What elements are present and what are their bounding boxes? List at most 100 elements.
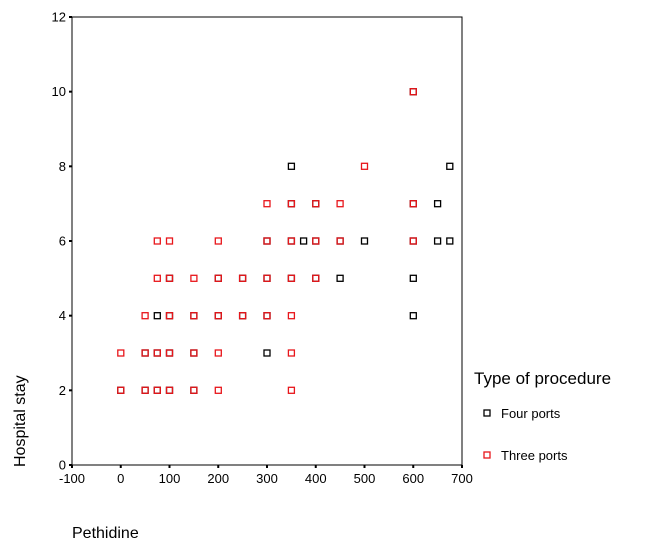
point-four-ports	[153, 312, 161, 320]
y-tick-label: 6	[59, 234, 66, 249]
point-three-ports	[336, 200, 344, 208]
point-three-ports	[312, 274, 320, 282]
point-three-ports	[287, 237, 296, 245]
point-four-ports	[287, 162, 296, 170]
point-three-ports	[214, 274, 222, 282]
point-four-ports	[263, 312, 271, 320]
x-tick-label: 200	[207, 471, 229, 486]
point-three-ports	[165, 349, 174, 357]
point-four-ports	[165, 312, 174, 320]
point-four-ports	[409, 200, 417, 208]
y-tick-label: 8	[59, 159, 66, 174]
point-three-ports	[165, 237, 174, 245]
point-four-ports	[409, 237, 417, 245]
point-four-ports	[263, 274, 271, 282]
point-four-ports	[287, 237, 296, 245]
x-axis-title: Pethidine	[72, 525, 139, 542]
point-four-ports	[299, 237, 308, 245]
point-four-ports	[433, 237, 442, 245]
point-three-ports	[190, 349, 198, 357]
legend-title: Type of procedure	[474, 369, 611, 388]
point-four-ports	[141, 386, 149, 394]
point-four-ports	[165, 386, 174, 394]
point-four-ports	[190, 349, 198, 357]
x-axis-ticks: -100 0 100 200 300 400 500 600 700	[59, 465, 473, 486]
y-tick-label: 10	[52, 84, 66, 99]
point-four-ports	[409, 312, 417, 320]
y-tick-label: 4	[59, 308, 66, 323]
point-three-ports	[190, 386, 198, 394]
y-tick-label: 2	[59, 383, 66, 398]
data-points	[117, 88, 454, 394]
point-four-ports	[312, 237, 320, 245]
point-three-ports	[287, 200, 296, 208]
point-three-ports	[141, 312, 149, 320]
x-tick-label: -100	[59, 471, 85, 486]
point-four-ports	[165, 274, 174, 282]
x-tick-label: 300	[256, 471, 278, 486]
point-three-ports	[287, 386, 296, 394]
point-four-ports	[433, 200, 442, 208]
legend-label-four-ports: Four ports	[501, 406, 561, 421]
point-three-ports	[165, 312, 174, 320]
point-four-ports	[336, 274, 344, 282]
point-four-ports	[312, 274, 320, 282]
x-tick-label: 400	[305, 471, 327, 486]
point-three-ports	[165, 274, 174, 282]
y-tick-label: 0	[59, 458, 66, 473]
point-four-ports	[165, 349, 174, 357]
point-three-ports	[214, 237, 222, 245]
y-axis-title: Hospital stay	[12, 375, 29, 467]
point-three-ports	[409, 237, 417, 245]
point-three-ports	[117, 386, 125, 394]
point-four-ports	[153, 349, 161, 357]
point-three-ports	[263, 200, 271, 208]
point-three-ports	[153, 274, 161, 282]
point-four-ports	[409, 274, 417, 282]
point-four-ports	[190, 312, 198, 320]
x-tick-label: 0	[117, 471, 124, 486]
point-four-ports	[263, 237, 271, 245]
point-three-ports	[409, 88, 417, 96]
point-four-ports	[446, 237, 454, 245]
point-three-ports	[141, 386, 149, 394]
point-three-ports	[238, 312, 247, 320]
point-four-ports	[336, 237, 344, 245]
y-axis-ticks: 0 2 4 6 8 10 12	[52, 10, 72, 473]
point-four-ports	[141, 349, 149, 357]
point-three-ports	[214, 312, 222, 320]
point-four-ports	[238, 274, 247, 282]
point-three-ports	[190, 312, 198, 320]
legend: Type of procedure Four ports Three ports	[474, 369, 611, 463]
point-three-ports	[141, 349, 149, 357]
point-four-ports	[312, 200, 320, 208]
point-four-ports	[263, 349, 271, 357]
point-four-ports	[360, 237, 369, 245]
plot-frame	[71, 16, 463, 466]
point-four-ports	[214, 274, 222, 282]
point-three-ports	[287, 312, 296, 320]
point-three-ports	[153, 349, 161, 357]
point-four-ports	[446, 162, 454, 170]
point-three-ports	[287, 274, 296, 282]
point-three-ports	[312, 237, 320, 245]
x-tick-label: 100	[159, 471, 181, 486]
x-tick-label: 600	[402, 471, 424, 486]
point-four-ports	[287, 200, 296, 208]
point-three-ports	[360, 162, 369, 170]
point-three-ports	[214, 386, 222, 394]
point-three-ports	[263, 312, 271, 320]
point-three-ports	[214, 349, 222, 357]
point-three-ports	[165, 386, 174, 394]
x-tick-label: 500	[354, 471, 376, 486]
point-four-ports	[214, 312, 222, 320]
x-tick-label: 700	[451, 471, 473, 486]
legend-label-three-ports: Three ports	[501, 448, 568, 463]
point-three-ports	[312, 200, 320, 208]
y-tick-label: 12	[52, 10, 66, 25]
point-three-ports	[153, 237, 161, 245]
point-three-ports	[263, 237, 271, 245]
point-three-ports	[238, 274, 247, 282]
point-three-ports	[287, 349, 296, 357]
